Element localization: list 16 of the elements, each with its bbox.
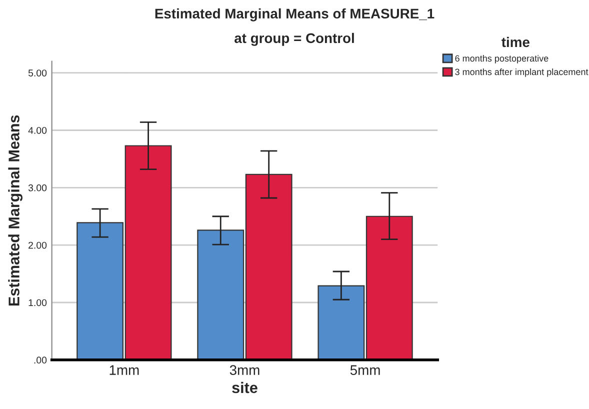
- chart-title: Estimated Marginal Means of MEASURE_1: [155, 8, 434, 22]
- legend-label: 3 months after implant placement: [455, 68, 588, 77]
- y-axis-title: Estimated Marginal Means: [8, 115, 22, 306]
- x-tick-label: 1mm: [110, 365, 139, 375]
- y-tick-label: 5.00: [28, 70, 47, 76]
- y-tick-label: .00: [34, 356, 47, 364]
- x-axis-title: site: [232, 382, 258, 394]
- y-tick-label: 2.00: [28, 242, 47, 249]
- legend-title: time: [502, 36, 530, 48]
- x-tick-label: 5mm: [350, 365, 380, 375]
- y-tick-label: 4.00: [28, 126, 47, 134]
- y-tick-label: 1.00: [28, 299, 47, 306]
- legend-label: 6 months postoperative: [455, 54, 548, 64]
- x-tick-label: 3mm: [230, 365, 260, 375]
- y-tick-label: 3.00: [28, 184, 47, 192]
- chart-subtitle: at group = Control: [234, 32, 354, 46]
